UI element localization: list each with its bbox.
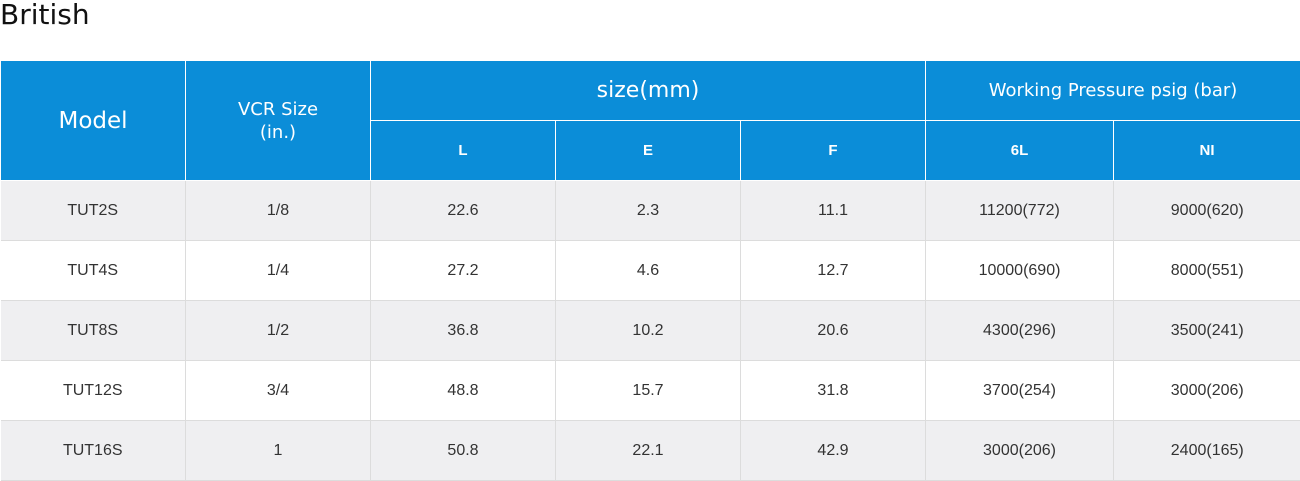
cell-model: TUT2S [1, 181, 186, 241]
cell-6l: 11200(772) [926, 181, 1114, 241]
table-row: TUT16S 1 50.8 22.1 42.9 3000(206) 2400(1… [1, 421, 1300, 481]
header-model: Model [1, 61, 186, 181]
cell-l: 36.8 [371, 301, 556, 361]
cell-vcr-size: 1/4 [186, 241, 371, 301]
header-row-top: Model VCR Size (in.) size(mm) Working Pr… [1, 61, 1300, 121]
cell-l: 48.8 [371, 361, 556, 421]
header-vcr-size-label: VCR Size [186, 98, 370, 121]
cell-vcr-size: 1/8 [186, 181, 371, 241]
cell-model: TUT16S [1, 421, 186, 481]
cell-e: 15.7 [556, 361, 741, 421]
section-title: British [0, 0, 90, 33]
cell-vcr-size: 3/4 [186, 361, 371, 421]
header-f: F [741, 121, 926, 181]
cell-model: TUT4S [1, 241, 186, 301]
cell-f: 11.1 [741, 181, 926, 241]
cell-f: 12.7 [741, 241, 926, 301]
header-vcr-size-unit: (in.) [186, 121, 370, 144]
cell-6l: 10000(690) [926, 241, 1114, 301]
cell-e: 2.3 [556, 181, 741, 241]
cell-model: TUT8S [1, 301, 186, 361]
cell-model: TUT12S [1, 361, 186, 421]
cell-l: 22.6 [371, 181, 556, 241]
cell-ni: 2400(165) [1114, 421, 1300, 481]
cell-ni: 9000(620) [1114, 181, 1300, 241]
table-body: TUT2S 1/8 22.6 2.3 11.1 11200(772) 9000(… [1, 181, 1300, 481]
spec-table: Model VCR Size (in.) size(mm) Working Pr… [0, 60, 1300, 481]
cell-f: 42.9 [741, 421, 926, 481]
cell-6l: 3000(206) [926, 421, 1114, 481]
cell-vcr-size: 1 [186, 421, 371, 481]
header-6l: 6L [926, 121, 1114, 181]
header-e: E [556, 121, 741, 181]
header-l: L [371, 121, 556, 181]
cell-ni: 3500(241) [1114, 301, 1300, 361]
cell-vcr-size: 1/2 [186, 301, 371, 361]
table-row: TUT12S 3/4 48.8 15.7 31.8 3700(254) 3000… [1, 361, 1300, 421]
cell-e: 10.2 [556, 301, 741, 361]
header-size-group: size(mm) [371, 61, 926, 121]
header-ni: NI [1114, 121, 1300, 181]
cell-6l: 4300(296) [926, 301, 1114, 361]
cell-6l: 3700(254) [926, 361, 1114, 421]
cell-f: 20.6 [741, 301, 926, 361]
cell-e: 22.1 [556, 421, 741, 481]
table-row: TUT2S 1/8 22.6 2.3 11.1 11200(772) 9000(… [1, 181, 1300, 241]
cell-e: 4.6 [556, 241, 741, 301]
cell-ni: 3000(206) [1114, 361, 1300, 421]
cell-ni: 8000(551) [1114, 241, 1300, 301]
cell-l: 27.2 [371, 241, 556, 301]
table-row: TUT8S 1/2 36.8 10.2 20.6 4300(296) 3500(… [1, 301, 1300, 361]
header-vcr-size: VCR Size (in.) [186, 61, 371, 181]
table-header: Model VCR Size (in.) size(mm) Working Pr… [1, 61, 1300, 181]
cell-f: 31.8 [741, 361, 926, 421]
table-row: TUT4S 1/4 27.2 4.6 12.7 10000(690) 8000(… [1, 241, 1300, 301]
cell-l: 50.8 [371, 421, 556, 481]
header-working-pressure-group: Working Pressure psig (bar) [926, 61, 1300, 121]
